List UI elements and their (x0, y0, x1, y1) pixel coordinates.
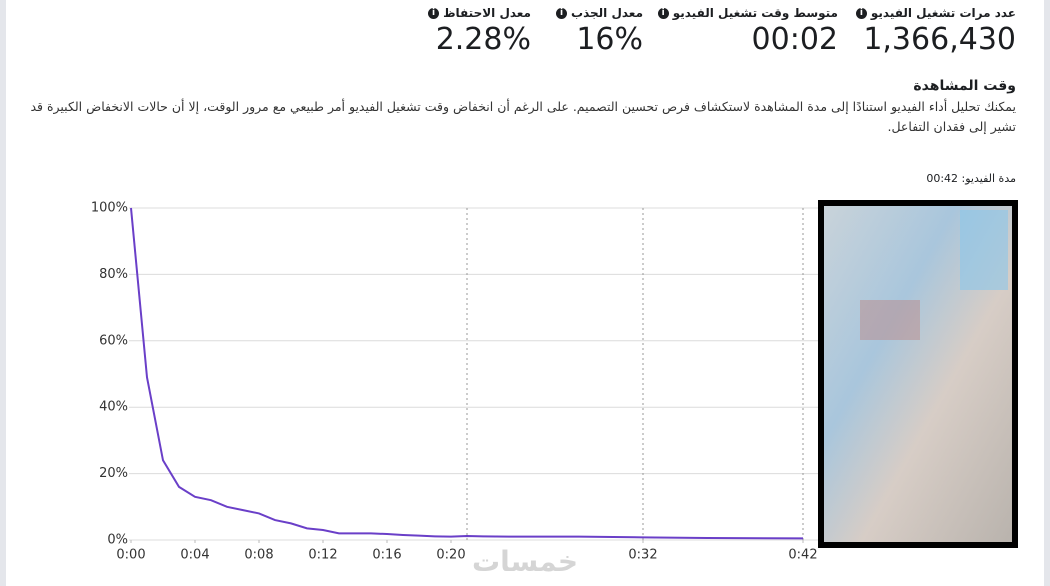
y-tick-label: 0% (107, 533, 128, 548)
x-tick-label: 0:12 (308, 548, 337, 563)
thumbnail-detail (960, 210, 1008, 290)
info-icon[interactable]: i (657, 7, 669, 19)
metric-value: 1,366,430 (863, 22, 1016, 57)
metric-label: متوسط وقت تشغيل الفيديو (672, 6, 838, 20)
y-tick-label: 100% (91, 201, 128, 216)
x-tick-label: 0:16 (372, 548, 401, 563)
metric-value: 16% (576, 22, 643, 57)
section-title: وقت المشاهدة (913, 78, 1016, 94)
metric-value: 00:02 (751, 22, 838, 57)
y-tick-label: 60% (99, 333, 128, 348)
x-tick-label: 0:20 (436, 548, 465, 563)
info-icon[interactable]: i (855, 7, 867, 19)
video-duration: مدة الفيديو: 00:42 (926, 172, 1016, 185)
metric: معدل الجذب i 16% (556, 6, 643, 57)
thumbnail-detail (860, 300, 920, 340)
metric-label: معدل الاحتفاظ (443, 6, 531, 20)
info-icon[interactable]: i (556, 7, 568, 19)
info-icon[interactable]: i (428, 7, 440, 19)
x-tick-label: 0:08 (244, 548, 273, 563)
metric: متوسط وقت تشغيل الفيديو i 00:02 (657, 6, 838, 57)
y-tick-label: 20% (99, 466, 128, 481)
panel-border (0, 0, 6, 586)
metric-value: 2.28% (435, 22, 531, 57)
metric-label: عدد مرات تشغيل الفيديو (870, 6, 1016, 20)
retention-line (130, 207, 804, 540)
x-tick-label: 0:04 (180, 548, 209, 563)
section-description: يمكنك تحليل أداء الفيديو استنادًا إلى مد… (30, 99, 1016, 134)
metric: عدد مرات تشغيل الفيديو i 1,366,430 (855, 6, 1016, 57)
watermark: خمسات (472, 545, 578, 578)
metric: معدل الاحتفاظ i 2.28% (428, 6, 531, 57)
x-tick-label: 0:42 (788, 548, 817, 563)
y-tick-label: 40% (99, 400, 128, 415)
x-tick-label: 0:32 (628, 548, 657, 563)
y-tick-label: 80% (99, 267, 128, 282)
metric-label: معدل الجذب (571, 6, 643, 20)
panel-border (1044, 0, 1050, 586)
x-tick-label: 0:00 (116, 548, 145, 563)
